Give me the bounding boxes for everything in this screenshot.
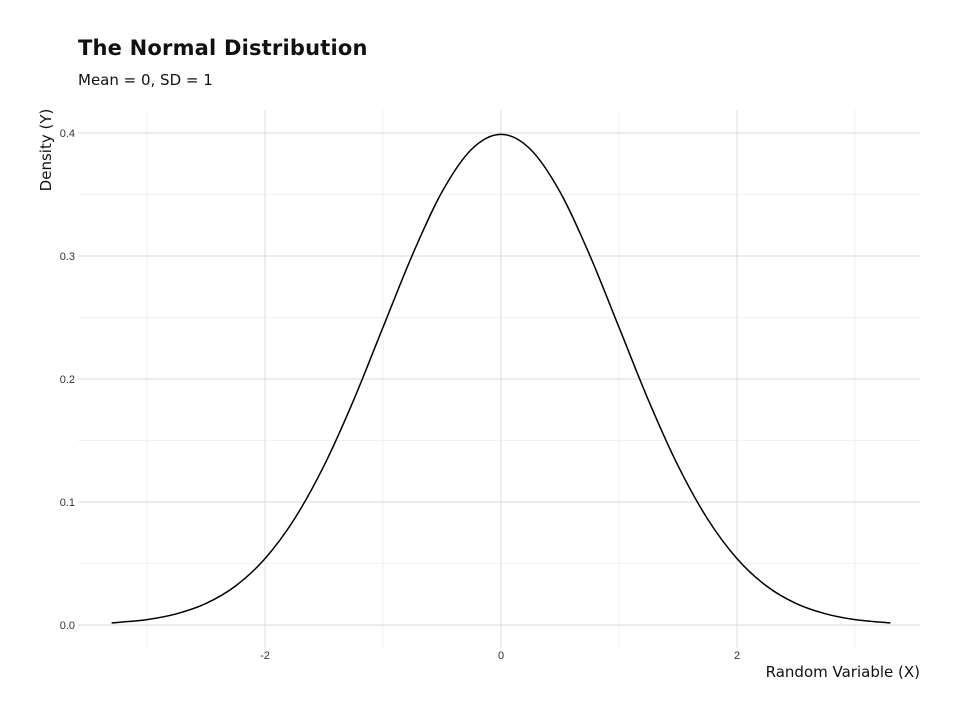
y-tick-label: 0.3 [60,251,75,263]
grid [78,110,920,648]
x-tick-label: -2 [260,650,270,662]
chart-title: The Normal Distribution [78,36,368,60]
x-tick-label: 2 [734,650,740,662]
y-tick-label: 0.4 [60,128,75,140]
tick-labels: -2 0 2 0.0 0.1 0.2 0.3 0.4 [60,128,740,662]
y-axis-label: Density (Y) [37,109,55,192]
x-tick-label: 0 [498,650,504,662]
series-layer [111,133,891,624]
chart-subtitle: Mean = 0, SD = 1 [78,71,213,89]
density-curve [111,133,891,624]
x-axis-label: Random Variable (X) [766,663,920,681]
y-tick-label: 0.2 [60,374,75,386]
y-tick-label: 0.0 [60,620,75,632]
y-tick-label: 0.1 [60,497,75,509]
